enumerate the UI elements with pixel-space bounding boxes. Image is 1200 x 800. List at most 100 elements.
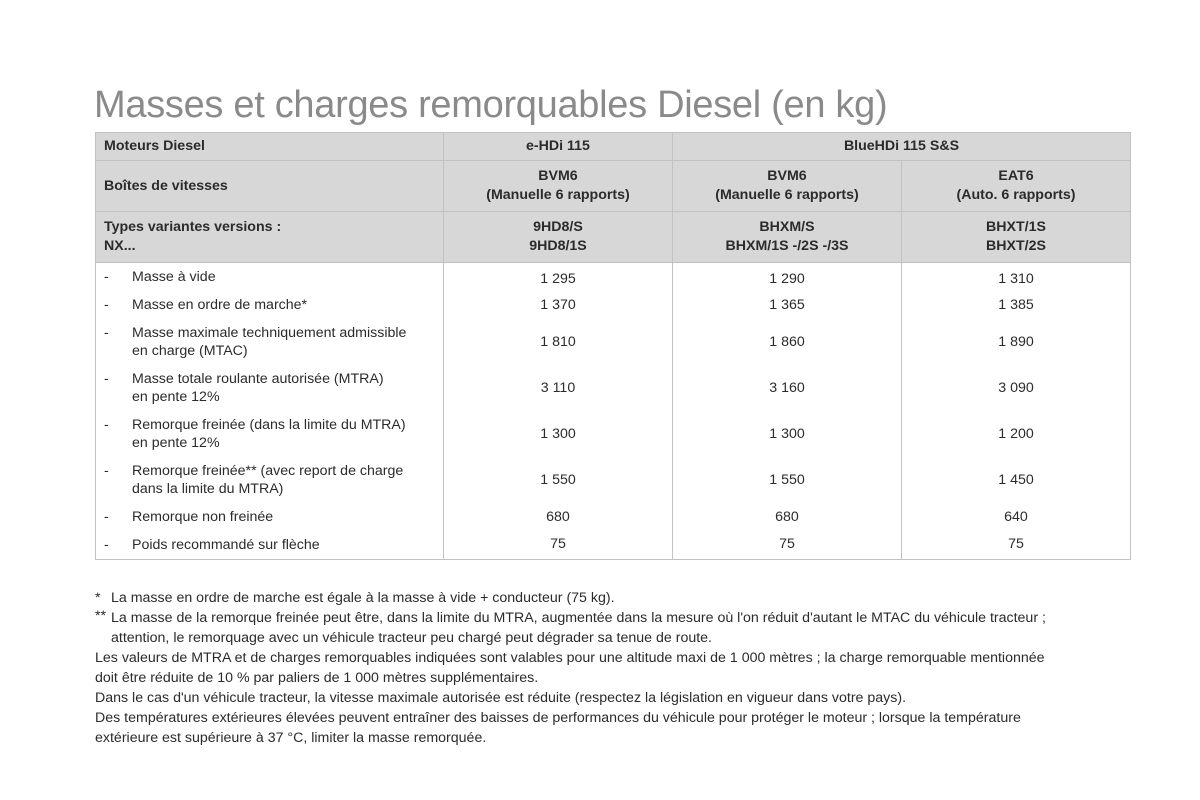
footnote-2-line2: attention, le remorquage avec un véhicul…	[111, 630, 713, 646]
table-row: - Masse en ordre de marche* 1 370 1 365 1 38…	[95, 291, 1131, 319]
row-dash: -	[104, 297, 109, 313]
footnote-2-line1: La masse de la remorque freinée peut êtr…	[111, 610, 1046, 626]
type-line2: 9HD8/1S	[529, 238, 587, 254]
row-label-line1: Masse en ordre de marche*	[132, 297, 308, 313]
row-dash: -	[104, 463, 109, 479]
row-label: - Poids recommandé sur flèche	[95, 531, 444, 560]
row-value: 1 300	[672, 411, 902, 457]
row-label-line1: Masse à vide	[132, 269, 216, 285]
gearbox-name: BVM6	[538, 168, 578, 184]
motor-bluehdi: BlueHDi 115 S&S	[672, 132, 1131, 161]
row-label-line1: Poids recommandé sur flèche	[132, 537, 320, 553]
note-temperature-line2: extérieure est supérieure à 37 °C, limit…	[95, 730, 487, 746]
row-value: 640	[901, 503, 1131, 531]
header-row-types: Types variantes versions : NX... 9HD8/S …	[95, 211, 1131, 263]
row-dash: -	[104, 537, 109, 553]
row-value: 680	[443, 503, 673, 531]
gearbox-detail: (Manuelle 6 rapports)	[486, 187, 630, 203]
gearbox-cell: BVM6 (Manuelle 6 rapports)	[672, 160, 902, 212]
types-label-line1: Types variantes versions :	[104, 219, 282, 235]
row-label: - Masse totale roulante autorisée (MTRA) e…	[95, 365, 444, 411]
type-cell: BHXM/S BHXM/1S -/2S -/3S	[672, 211, 902, 263]
table-row: - Masse maximale techniquement admissible…	[95, 319, 1131, 365]
note-altitude-line1: Les valeurs de MTRA et de charges remorq…	[95, 650, 1045, 666]
page-title: Masses et charges remorquables Diesel (e…	[94, 84, 888, 126]
row-dash: -	[104, 325, 109, 341]
type-line1: BHXT/1S	[986, 219, 1046, 235]
header-row-motors: Moteurs Diesel e-HDi 115 BlueHDi 115 S&S	[95, 132, 1131, 161]
gearbox-cell: BVM6 (Manuelle 6 rapports)	[443, 160, 673, 212]
type-line2: BHXT/2S	[986, 238, 1046, 254]
gearbox-name: EAT6	[998, 168, 1034, 184]
row-value: 680	[672, 503, 902, 531]
row-value: 75	[443, 531, 673, 560]
notes-section: * La masse en ordre de marche est égale …	[95, 588, 1135, 748]
type-line1: BHXM/S	[759, 219, 815, 235]
row-label: - Masse en ordre de marche*	[95, 291, 444, 319]
row-label-line1: Remorque non freinée	[132, 509, 274, 525]
row-label-line2: en charge (MTAC)	[132, 343, 248, 359]
row-value: 1 310	[901, 262, 1131, 291]
footnote-1-text: La masse en ordre de marche est égale à …	[111, 590, 615, 606]
row-label-line2: en pente 12%	[132, 389, 220, 405]
row-dash: -	[104, 371, 109, 387]
row-value: 1 810	[443, 319, 673, 365]
row-value: 1 550	[443, 457, 673, 503]
types-label-line2: NX...	[104, 238, 136, 254]
footnote-2-mark: **	[95, 608, 107, 624]
row-label-line1: Masse maximale techniquement admissible	[132, 325, 407, 341]
header-row-gearboxes: Boîtes de vitesses BVM6 (Manuelle 6 rapp…	[95, 160, 1131, 212]
row-label: - Remorque freinée (dans la limite du MTR…	[95, 411, 444, 457]
row-label-line1: Remorque freinée** (avec report de charg…	[132, 463, 404, 479]
note-temperature-line1: Des températures extérieures élevées peu…	[95, 710, 1021, 726]
table-row: - Poids recommandé sur flèche 75 75 75	[95, 531, 1131, 560]
type-cell: 9HD8/S 9HD8/1S	[443, 211, 673, 263]
type-line1: 9HD8/S	[533, 219, 583, 235]
row-value: 1 290	[672, 262, 902, 291]
row-value: 1 450	[901, 457, 1131, 503]
gearbox-detail: (Auto. 6 rapports)	[956, 187, 1076, 203]
row-dash: -	[104, 509, 109, 525]
table-row: - Remorque non freinée 680 680 640	[95, 503, 1131, 531]
note-speed: Dans le cas d'un véhicule tracteur, la v…	[95, 690, 907, 706]
row-dash: -	[104, 417, 109, 433]
weights-table: Moteurs Diesel e-HDi 115 BlueHDi 115 S&S…	[95, 132, 1131, 560]
row-value: 1 385	[901, 291, 1131, 319]
footnote-1: * La masse en ordre de marche est égale …	[95, 588, 1135, 608]
row-value: 3 110	[443, 365, 673, 411]
types-label: Types variantes versions : NX...	[95, 211, 444, 263]
row-label-line1: Masse totale roulante autorisée (MTRA)	[132, 371, 384, 387]
row-value: 1 300	[443, 411, 673, 457]
table-row: - Remorque freinée** (avec report de char…	[95, 457, 1131, 503]
row-value: 1 550	[672, 457, 902, 503]
row-value: 75	[901, 531, 1131, 560]
row-value: 1 295	[443, 262, 673, 291]
type-line2: BHXM/1S -/2S -/3S	[725, 238, 849, 254]
gearbox-label: Boîtes de vitesses	[95, 160, 444, 212]
type-cell: BHXT/1S BHXT/2S	[901, 211, 1131, 263]
row-value: 3 160	[672, 365, 902, 411]
gearbox-name: BVM6	[767, 168, 807, 184]
row-label: - Masse maximale techniquement admissible…	[95, 319, 444, 365]
row-value: 75	[672, 531, 902, 560]
row-dash: -	[104, 269, 109, 285]
gearbox-cell: EAT6 (Auto. 6 rapports)	[901, 160, 1131, 212]
row-value: 1 890	[901, 319, 1131, 365]
row-value: 1 370	[443, 291, 673, 319]
note-altitude-line2: doit être réduite de 10 % par paliers de…	[95, 670, 539, 686]
table-row: - Masse à vide 1 295 1 290 1 310	[95, 262, 1131, 291]
row-label: - Remorque freinée** (avec report de char…	[95, 457, 444, 503]
row-value: 3 090	[901, 365, 1131, 411]
motor-label: Moteurs Diesel	[95, 132, 444, 161]
motor-ehdi: e-HDi 115	[443, 132, 673, 161]
row-value: 1 365	[672, 291, 902, 319]
row-label-line2: dans la limite du MTRA)	[132, 481, 284, 497]
row-label-line1: Remorque freinée (dans la limite du MTRA…	[132, 417, 406, 433]
gearbox-detail: (Manuelle 6 rapports)	[715, 187, 859, 203]
footnote-2: ** La masse de la remorque freinée peut …	[95, 608, 1135, 648]
row-label: - Masse à vide	[95, 262, 444, 291]
table-row: - Masse totale roulante autorisée (MTRA) e…	[95, 365, 1131, 411]
footnote-1-mark: *	[95, 590, 101, 606]
row-value: 1 200	[901, 411, 1131, 457]
table-row: - Remorque freinée (dans la limite du MTR…	[95, 411, 1131, 457]
